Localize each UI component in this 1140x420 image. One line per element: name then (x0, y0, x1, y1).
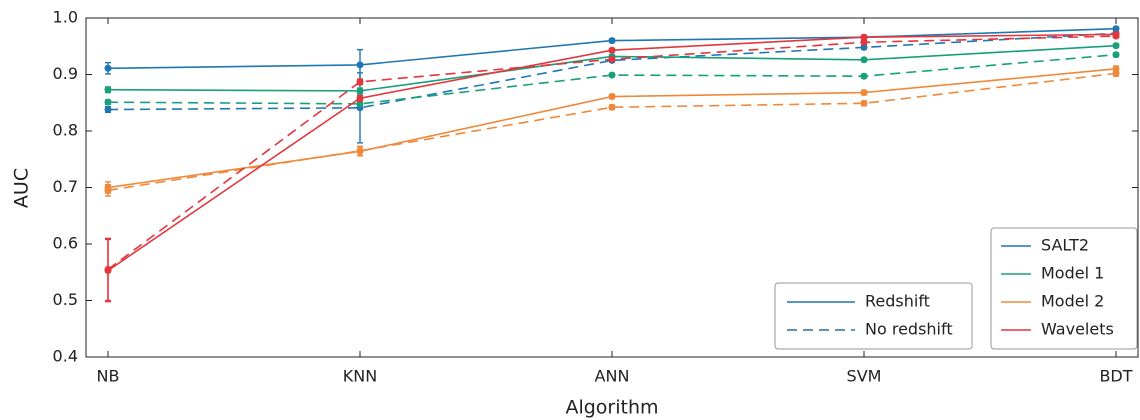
point (104, 86, 112, 94)
point (1112, 51, 1120, 59)
series-line (107, 32, 1117, 111)
point (356, 87, 364, 95)
point (104, 64, 112, 72)
point (608, 55, 616, 63)
legend-label: Model 2 (1041, 292, 1104, 311)
y-tick-label: 0.5 (53, 290, 78, 309)
series-line (107, 33, 1117, 272)
point (1112, 69, 1120, 77)
point (356, 61, 364, 69)
point (1112, 42, 1120, 50)
point (104, 265, 112, 273)
point (860, 72, 868, 80)
y-tick-label: 1.0 (53, 8, 78, 27)
y-tick-label: 0.4 (53, 347, 78, 366)
x-tick-label: KNN (343, 367, 377, 386)
point (104, 98, 112, 106)
legend-label: Redshift (865, 292, 930, 311)
x-tick-label: NB (97, 367, 120, 386)
point (860, 33, 868, 41)
legend-label: Wavelets (1041, 320, 1114, 339)
point (608, 46, 616, 54)
point (356, 100, 364, 108)
y-tick-label: 0.7 (53, 177, 78, 196)
point (608, 71, 616, 79)
point (860, 56, 868, 64)
point (356, 94, 364, 102)
point (356, 78, 364, 86)
y-tick-label: 0.6 (53, 234, 78, 253)
plot-frame (85, 17, 1139, 358)
legend-frame (990, 227, 1138, 350)
series-line (107, 35, 1117, 271)
point (608, 37, 616, 45)
y-tick-label: 0.8 (53, 121, 78, 140)
point (104, 106, 112, 114)
point (608, 103, 616, 111)
point (860, 38, 868, 46)
x-tick-label: SVM (847, 367, 882, 386)
legend-label: Model 1 (1041, 264, 1104, 283)
legend-label: SALT2 (1041, 236, 1089, 255)
y-tick-label: 0.9 (53, 64, 78, 83)
point (860, 99, 868, 107)
point (356, 147, 364, 155)
legend-label: No redshift (865, 320, 953, 339)
y-axis-label: AUC (11, 168, 33, 208)
x-tick-label: ANN (595, 367, 630, 386)
point (860, 43, 868, 51)
x-tick-label: BDT (1099, 367, 1132, 386)
point (860, 89, 868, 97)
point (608, 93, 616, 101)
point (1112, 32, 1120, 40)
legend-frame (774, 282, 973, 350)
series-line (107, 68, 1117, 189)
point (104, 186, 112, 194)
x-axis-label: Algorithm (565, 397, 658, 419)
